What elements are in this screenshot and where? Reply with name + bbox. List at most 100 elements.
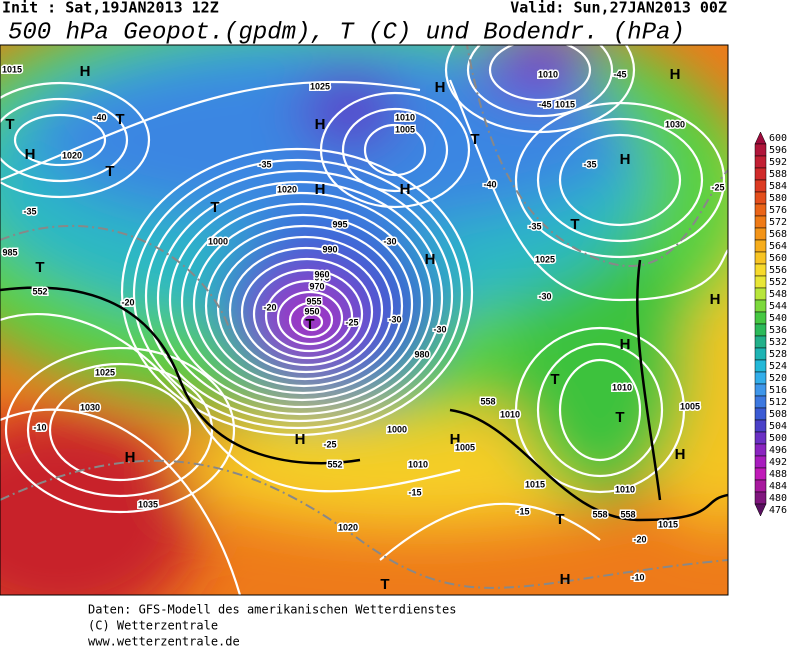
isobar bbox=[558, 133, 682, 227]
pressure-center: H bbox=[295, 431, 306, 448]
isobar bbox=[4, 346, 236, 514]
legend-label: 524 bbox=[769, 361, 787, 372]
isobar bbox=[240, 257, 374, 367]
isotherm bbox=[0, 225, 231, 331]
contour-label: 985 bbox=[2, 247, 17, 257]
legend-label: 480 bbox=[769, 493, 787, 504]
contour-label: -35 bbox=[528, 221, 541, 231]
isobar bbox=[204, 224, 404, 388]
isobar bbox=[48, 378, 192, 482]
pressure-center: T bbox=[115, 111, 124, 128]
isobar bbox=[558, 358, 642, 462]
contour-label: -15 bbox=[516, 506, 529, 516]
legend-label: 492 bbox=[769, 457, 787, 468]
isobar bbox=[448, 79, 728, 302]
pressure-center: T bbox=[305, 316, 314, 333]
isobar bbox=[216, 235, 394, 381]
contour-label: 955 bbox=[306, 296, 321, 306]
footer-line: (C) Wetterzentrale bbox=[88, 619, 218, 633]
legend-swatch bbox=[754, 335, 767, 349]
pressure-center: H bbox=[25, 146, 36, 163]
pressure-center: T bbox=[105, 163, 114, 180]
legend-swatch bbox=[754, 431, 767, 445]
contour-label: 1010 bbox=[395, 112, 415, 122]
contour-label: -25 bbox=[345, 317, 358, 327]
contour-label: 1020 bbox=[277, 184, 297, 194]
legend-swatch bbox=[754, 371, 767, 385]
isotherm bbox=[0, 459, 728, 589]
isobar bbox=[444, 45, 636, 134]
contour-label: -25 bbox=[323, 439, 336, 449]
contour-label: 1000 bbox=[387, 424, 407, 434]
contour-label: 1010 bbox=[615, 484, 635, 494]
legend-label: 500 bbox=[769, 433, 787, 444]
contour-label: 1005 bbox=[395, 124, 415, 134]
isobar bbox=[132, 158, 464, 430]
legend-swatch bbox=[754, 323, 767, 337]
contour-label: 558 bbox=[480, 396, 495, 406]
gpdm-line bbox=[0, 286, 361, 465]
legend-swatch bbox=[754, 191, 767, 205]
pressure-center: T bbox=[615, 409, 624, 426]
contour-label: 1025 bbox=[310, 81, 330, 91]
isobar bbox=[228, 246, 384, 374]
contour-label: -10 bbox=[33, 422, 46, 432]
contour-label: 552 bbox=[32, 286, 47, 296]
isobar bbox=[168, 191, 434, 409]
pressure-center: T bbox=[550, 371, 559, 388]
legend-label: 532 bbox=[769, 337, 787, 348]
isobar bbox=[341, 107, 449, 193]
pressure-center: H bbox=[620, 336, 631, 353]
pressure-center: T bbox=[210, 199, 219, 216]
title: 500 hPa Geopot.(gpdm), T (C) und Bodendr… bbox=[8, 19, 685, 46]
contour-label: 1015 bbox=[658, 519, 678, 529]
contour-label: 558 bbox=[592, 509, 607, 519]
legend-swatch bbox=[754, 467, 767, 481]
isobar bbox=[0, 408, 242, 595]
contour-label: -40 bbox=[483, 179, 496, 189]
legend-swatch bbox=[754, 383, 767, 397]
legend-label: 588 bbox=[769, 169, 787, 180]
isobar bbox=[536, 342, 664, 478]
isobar bbox=[144, 169, 454, 423]
legend-label: 544 bbox=[769, 301, 787, 312]
contour-label: -30 bbox=[538, 291, 551, 301]
legend-label: 580 bbox=[769, 193, 787, 204]
pressure-center: T bbox=[470, 131, 479, 148]
legend-label: 600 bbox=[769, 133, 787, 144]
valid-text: Valid: Sun,27JAN2013 00Z bbox=[510, 0, 727, 17]
contour-label: 552 bbox=[327, 459, 342, 469]
contour-label: -30 bbox=[433, 324, 446, 334]
gpdm-line bbox=[449, 408, 728, 522]
contour-label: 1030 bbox=[80, 402, 100, 412]
legend-swatch bbox=[754, 143, 767, 157]
warm-region bbox=[0, 410, 200, 595]
isobar bbox=[192, 213, 414, 395]
gpdm-line bbox=[636, 259, 662, 501]
isobar bbox=[466, 45, 614, 118]
legend-swatch bbox=[754, 275, 767, 289]
isobar bbox=[300, 312, 324, 332]
legend-label: 512 bbox=[769, 397, 787, 408]
legend-label: 484 bbox=[769, 481, 787, 492]
pressure-center: T bbox=[380, 576, 389, 593]
contour-label: 1000 bbox=[208, 236, 228, 246]
contour-label: 1030 bbox=[665, 119, 685, 129]
pressure-center: H bbox=[425, 251, 436, 268]
contour-label: -40 bbox=[93, 112, 106, 122]
contour-label: 980 bbox=[414, 349, 429, 359]
legend-swatch bbox=[754, 443, 767, 457]
pressure-center: H bbox=[400, 181, 411, 198]
contour-label: -20 bbox=[121, 297, 134, 307]
contour-label: -35 bbox=[583, 159, 596, 169]
legend-label: 508 bbox=[769, 409, 787, 420]
legend-swatch bbox=[754, 491, 767, 505]
contour-label: -20 bbox=[633, 534, 646, 544]
legend-label: 548 bbox=[769, 289, 787, 300]
legend-label: 476 bbox=[769, 505, 787, 516]
contour-label: 558 bbox=[620, 509, 635, 519]
contour-label: -45 bbox=[613, 69, 626, 79]
legend: 6005965925885845805765725685645605565525… bbox=[754, 131, 787, 517]
legend-swatch bbox=[754, 479, 767, 493]
